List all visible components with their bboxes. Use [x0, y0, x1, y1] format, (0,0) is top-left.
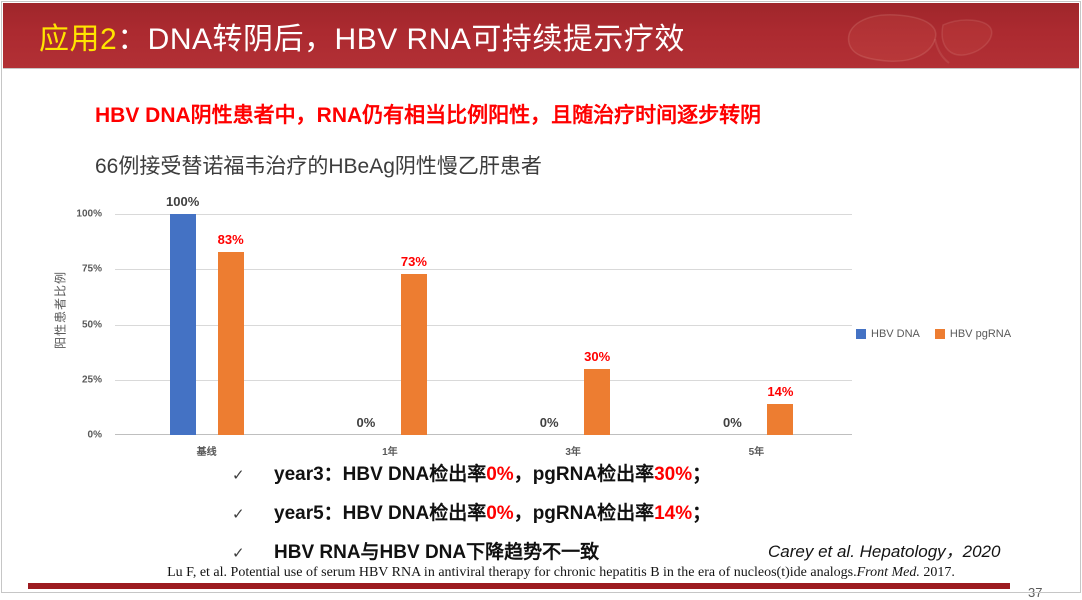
x-tick-label: 基线 — [196, 447, 217, 458]
page-title: 应用2：DNA转阴后，HBV RNA可持续提示疗效 — [39, 14, 685, 58]
bar-value-label: 14% — [767, 384, 794, 399]
bullet-item: ✓ HBV RNA与HBV DNA下降趋势不一致 — [232, 537, 711, 564]
bullet-segment: ； — [692, 464, 712, 485]
bullet-segment: year3：HBV DNA检出率 — [274, 464, 487, 485]
bullet-text: HBV RNA与HBV DNA下降趋势不一致 — [274, 537, 599, 564]
footer-accent-bar — [28, 583, 1010, 589]
title-text: ：DNA转阴后，HBV RNA可持续提示疗效 — [117, 22, 685, 56]
highlight-value: 14% — [654, 503, 693, 524]
bullet-segment: ，pgRNA检出率 — [513, 503, 655, 524]
legend-swatch — [856, 329, 866, 339]
bullet-segment: ； — [692, 503, 712, 524]
reference-segment: 2017. — [919, 565, 955, 580]
y-tick-label: 75% — [81, 263, 102, 275]
bullet-item: ✓ year5：HBV DNA检出率0%，pgRNA检出率14%； — [232, 498, 711, 525]
x-tick-label: 3年 — [565, 447, 581, 458]
footer-reference: Lu F, et al. Potential use of serum HBV … — [0, 565, 1082, 581]
bar-value-label: 0% — [722, 415, 742, 430]
bar-value-label: 100% — [166, 194, 200, 209]
bar-hbv-pgrna — [584, 369, 611, 435]
highlight-value: 0% — [486, 503, 514, 524]
y-tick-label: 50% — [81, 319, 102, 330]
x-axis-line — [115, 434, 852, 435]
y-tick-label: 25% — [81, 374, 102, 386]
y-tick-label: 100% — [76, 208, 102, 220]
bullet-item: ✓ year3：HBV DNA检出率0%，pgRNA检出率30%； — [232, 459, 711, 486]
y-tick-label: 0% — [87, 429, 102, 441]
check-icon: ✓ — [232, 506, 245, 523]
y-axis-ticks: 100% 75% 50% 25% 0% — [58, 209, 108, 441]
liver-icon — [847, 14, 993, 64]
bar-value-label: 83% — [217, 232, 244, 247]
bar-hbv-pgrna — [400, 274, 427, 435]
legend-item: HBV pgRNA — [934, 328, 1012, 340]
gridline — [115, 269, 852, 271]
chart-heading: 66例接受替诺福韦治疗的HBeAg阴性慢乙肝患者 — [95, 155, 542, 178]
bullet-segment: HBV RNA与HBV DNA下降趋势不一致 — [274, 542, 600, 563]
chart-legend: HBV DNA HBV pgRNA — [856, 328, 1011, 340]
legend-label: HBV pgRNA — [949, 328, 1012, 340]
bar-value-label: 0% — [356, 415, 376, 430]
gridline — [115, 379, 852, 381]
bullet-list: ✓ year3：HBV DNA检出率0%，pgRNA检出率30%； ✓ year5：H… — [232, 459, 711, 564]
highlight-value: 0% — [486, 464, 514, 485]
header-divider — [3, 68, 1079, 69]
slide-header: 应用2：DNA转阴后，HBV RNA可持续提示疗效 — [3, 3, 1079, 68]
x-tick-label: 5年 — [748, 447, 765, 458]
key-message: HBV DNA阴性患者中，RNA仍有相当比例阳性，且随治疗时间逐步转阴 — [95, 104, 762, 127]
legend-label: HBV DNA — [871, 328, 920, 340]
citation: Carey et al. Hepatology，2020 — [768, 542, 1001, 561]
bar-value-label: 30% — [584, 349, 611, 364]
legend-swatch — [934, 329, 945, 339]
highlight-value: 30% — [654, 464, 693, 485]
check-icon: ✓ — [232, 467, 245, 484]
check-icon: ✓ — [232, 545, 245, 562]
bullet-segment: ，pgRNA检出率 — [513, 464, 655, 485]
bullet-text: year5：HBV DNA检出率0%，pgRNA检出率14%； — [274, 498, 711, 525]
title-badge: 应用2 — [39, 22, 118, 56]
bar-value-label: 0% — [539, 415, 559, 430]
journal-name: Front Med. — [856, 565, 920, 580]
gridline — [115, 324, 852, 326]
reference-segment: Lu F, et al. Potential use of serum HBV … — [167, 565, 857, 580]
bullet-segment: year5：HBV DNA检出率 — [274, 503, 487, 524]
bar-hbv-dna — [169, 214, 196, 435]
bullet-text: year3：HBV DNA检出率0%，pgRNA检出率30%； — [274, 459, 711, 486]
bar-hbv-pgrna — [217, 252, 244, 435]
x-tick-label: 1年 — [382, 447, 398, 458]
gridline — [115, 214, 852, 215]
bar-hbv-pgrna — [767, 404, 794, 435]
legend-item: HBV DNA — [856, 328, 920, 340]
plot-area: 100% 83% 基线 0% 73% 1年 0% 30% 3年 0% 14% 5年 — [115, 194, 852, 458]
bar-value-label: 73% — [400, 254, 427, 269]
page-number: 37 — [1028, 585, 1043, 600]
